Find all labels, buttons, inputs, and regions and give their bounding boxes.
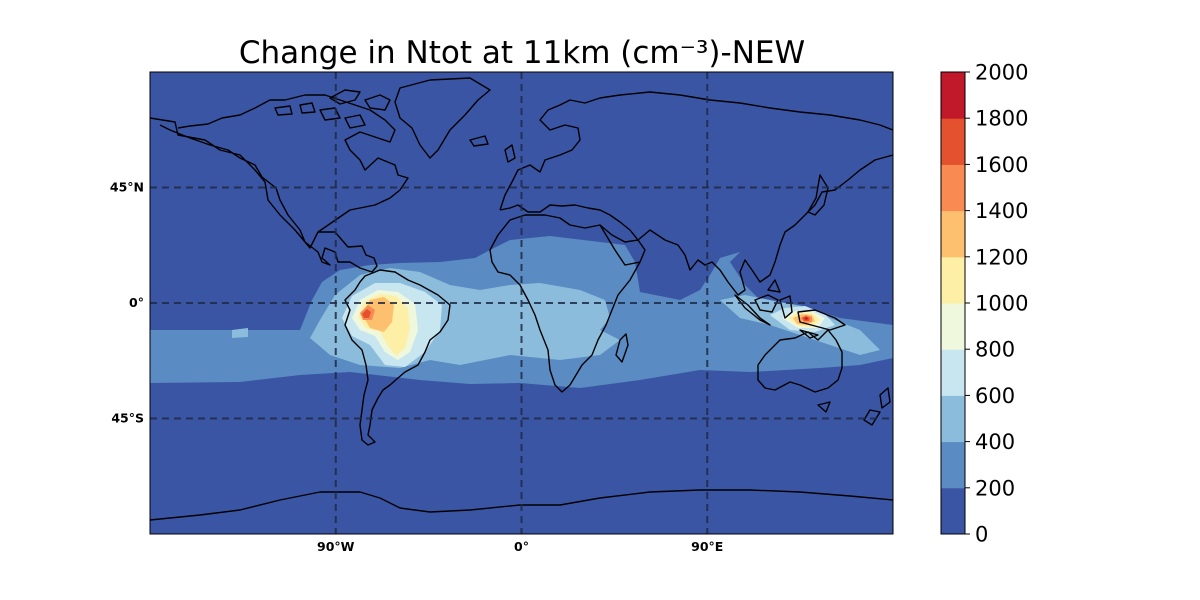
coast-uk — [469, 135, 516, 163]
coast-arabia — [599, 224, 646, 263]
longitude-tick-labels: 90°W 0° 90°E — [317, 539, 723, 554]
figure-title: Change in Ntot at 11km (cm⁻³)-NEW — [239, 35, 805, 71]
latitude-tick-label: 45°S — [111, 411, 144, 426]
coast-north-america — [150, 94, 409, 273]
longitude-tick-label: 90°E — [691, 539, 723, 554]
longitude-tick-label: 0° — [514, 539, 529, 554]
coast-antarctica — [150, 489, 893, 521]
colorbar-swatch — [941, 303, 965, 350]
map-panel — [149, 71, 894, 535]
colorbar-swatch — [941, 349, 965, 396]
colorbar-tick-label: 1800 — [975, 107, 1028, 131]
coast-australia — [757, 329, 843, 413]
colorbar-tick-label: 800 — [975, 338, 1015, 362]
colorbar-swatch — [941, 118, 965, 165]
longitude-tick-label: 90°W — [317, 539, 355, 554]
colorbar-swatch — [941, 441, 965, 489]
colorbar-swatch — [941, 487, 965, 535]
colorbar-swatch — [941, 210, 965, 258]
colorbar-swatch — [941, 395, 965, 443]
colorbar-tick-label: 2000 — [975, 61, 1028, 85]
colorbar: 0 200 400 600 800 1000 1200 1400 1600 1800 2000 — [940, 61, 1028, 547]
contour-band-400 — [232, 328, 248, 338]
colorbar-tick-label: 1200 — [975, 245, 1028, 269]
contour-band-1600 — [362, 309, 371, 318]
colorbar-tick-label: 1000 — [975, 292, 1028, 316]
coast-greenland — [394, 77, 491, 159]
coast-africa — [489, 214, 641, 393]
latitude-tick-label: 0° — [129, 295, 144, 310]
colorbar-swatch — [941, 164, 965, 212]
colorbar-tick-label: 0 — [975, 523, 988, 547]
latitude-tick-labels: 45°N 0° 45°S — [110, 180, 144, 426]
coast-arctic-islands — [274, 89, 391, 129]
colorbar-tick-label: 600 — [975, 384, 1015, 408]
colorbar-swatch — [941, 72, 965, 119]
latitude-tick-label: 45°N — [110, 180, 144, 195]
coast-eurasia — [499, 91, 893, 296]
colorbar-tick-label: 400 — [975, 430, 1015, 454]
coast-maritime-continent — [734, 279, 846, 339]
coastlines — [150, 77, 893, 521]
coast-new-zealand — [863, 387, 891, 426]
colorbar-tick-label: 1600 — [975, 153, 1028, 177]
map-frame — [149, 71, 894, 535]
colorbar-tick-label: 200 — [975, 476, 1015, 500]
colorbar-tick-label: 1400 — [975, 199, 1028, 223]
gridlines — [150, 72, 893, 534]
coast-madagascar — [615, 333, 629, 363]
contour-band-1800 — [804, 317, 808, 320]
colorbar-swatch — [941, 256, 965, 304]
contour-band-1200 — [362, 297, 394, 332]
